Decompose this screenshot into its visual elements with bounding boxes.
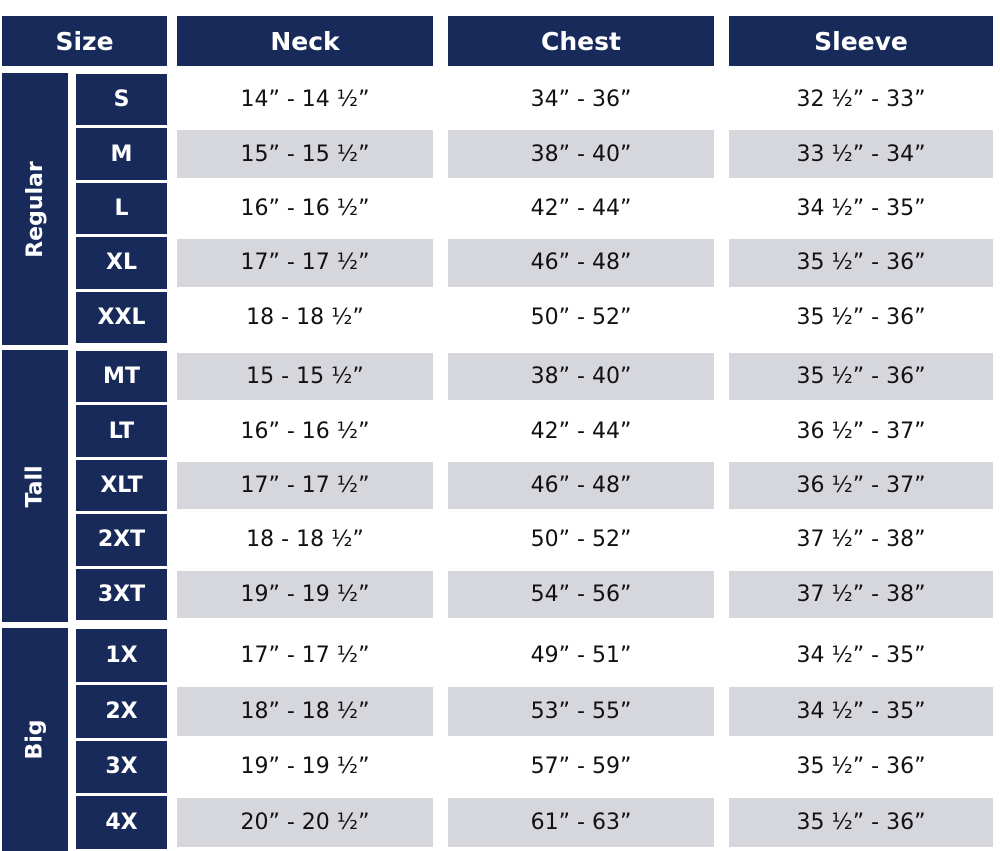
value-cell: 15” - 15 ½” [177,130,433,178]
size-cell: 2XT [76,514,167,566]
value-cell: 19” - 19 ½” [240,754,370,780]
header-cell: Size [2,16,167,66]
size-cell: XXL [76,291,167,343]
group-label: Tall [2,350,68,622]
value-cell: 50” - 52” [530,527,632,553]
group-label: Big [2,628,68,851]
value-cell: 49” - 51” [530,642,632,668]
size-cell: 3X [76,740,167,794]
size-cell: M [76,128,167,180]
size-cell: XL [76,237,167,289]
value-cell: 34 ½” - 35” [796,642,926,668]
value-cell: 33 ½” - 34” [729,130,993,178]
value-cell: 35 ½” - 36” [729,798,993,847]
header-cell: Neck [177,16,433,66]
value-cell: 19” - 19 ½” [177,570,433,618]
value-cell: 16” - 16 ½” [240,195,370,221]
header-cell: Sleeve [729,16,993,66]
value-cell: 42” - 44” [530,418,632,444]
value-cell: 34 ½” - 35” [729,686,993,736]
value-cell: 54” - 56” [448,570,714,618]
value-cell: 53” - 55” [448,686,714,736]
value-cell: 38” - 40” [448,353,714,401]
value-cell: 36 ½” - 37” [796,418,926,444]
group-name: Big [22,719,48,760]
value-cell: 35 ½” - 36” [796,754,926,780]
size-cell: MT [76,351,167,403]
value-cell: 16” - 16 ½” [240,418,370,444]
size-cell: S [76,74,167,126]
value-cell: 35 ½” - 36” [729,239,993,287]
value-cell: 18 - 18 ½” [246,304,364,330]
value-cell: 34 ½” - 35” [796,195,926,221]
value-cell: 20” - 20 ½” [177,798,433,847]
group-label: Regular [2,73,68,345]
value-cell: 32 ½” - 33” [796,87,926,113]
value-cell: 34” - 36” [530,87,632,113]
size-cell: 2X [76,684,167,738]
size-cell: XLT [76,459,167,512]
value-cell: 46” - 48” [448,239,714,287]
value-cell: 35 ½” - 36” [796,304,926,330]
value-cell: 15 - 15 ½” [177,353,433,401]
group-name: Tall [22,464,48,508]
value-cell: 38” - 40” [448,130,714,178]
value-cell: 46” - 48” [448,461,714,510]
value-cell: 18 - 18 ½” [246,527,364,553]
value-cell: 37 ½” - 38” [796,527,926,553]
size-cell: 1X [76,629,167,682]
size-cell: L [76,182,167,235]
size-cell: 4X [76,796,167,849]
value-cell: 57” - 59” [530,754,632,780]
size-cell: LT [76,405,167,457]
value-cell: 17” - 17 ½” [240,642,370,668]
value-cell: 14” - 14 ½” [240,87,370,113]
value-cell: 17” - 17 ½” [177,239,433,287]
group-name: Regular [22,160,48,258]
value-cell: 50” - 52” [530,304,632,330]
size-cell: 3XT [76,568,167,620]
value-cell: 35 ½” - 36” [729,353,993,401]
value-cell: 37 ½” - 38” [729,570,993,618]
value-cell: 36 ½” - 37” [729,461,993,510]
value-cell: 18” - 18 ½” [177,686,433,736]
value-cell: 42” - 44” [530,195,632,221]
header-cell: Chest [448,16,714,66]
value-cell: 17” - 17 ½” [177,461,433,510]
value-cell: 61” - 63” [448,798,714,847]
